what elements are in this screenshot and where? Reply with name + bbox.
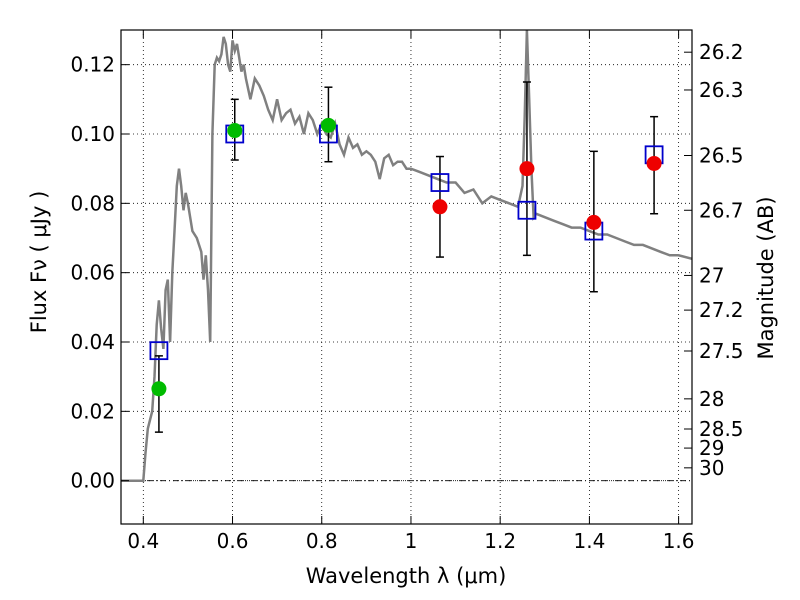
grid-lines <box>121 30 692 524</box>
mag-tick-label: 30 <box>699 456 724 480</box>
mag-tick-label: 26.5 <box>699 143 744 167</box>
mag-tick-label: 28.5 <box>699 417 744 441</box>
x-tick-label: 0.6 <box>217 529 249 553</box>
mag-tick-label: 27.5 <box>699 339 744 363</box>
model-photometry-square <box>517 200 537 220</box>
non-detection-point <box>519 161 535 177</box>
x-axis-title: Wavelength λ (μm) <box>306 564 507 588</box>
y-tick-label: 0.04 <box>70 330 115 354</box>
tick-labels: 0.4 0.6 0.8 1 1.2 1.4 1.6 0.00 0.02 0.04 0.06 0.08 0… <box>70 40 743 553</box>
y-tick-label: 0.12 <box>70 53 115 77</box>
non-detection-point <box>586 214 602 230</box>
mag-tick-label: 26.3 <box>699 78 744 102</box>
mag-tick-label: 26.2 <box>699 40 744 64</box>
detection-point <box>227 123 243 139</box>
x-tick-label: 1.2 <box>484 529 516 553</box>
mag-tick-label: 28 <box>699 387 724 411</box>
plot-frame <box>120 29 693 525</box>
axes <box>120 29 693 525</box>
x-tick-label: 0.4 <box>127 529 159 553</box>
mag-tick-label: 26.7 <box>699 198 744 222</box>
x-tick-label: 0.8 <box>306 529 338 553</box>
mag-tick-label: 27 <box>699 263 724 287</box>
model-spectrum-layer <box>121 30 692 482</box>
model-spectrum-line <box>121 30 692 482</box>
x-tick-label: 1 <box>405 529 418 553</box>
non-detection-point <box>646 155 662 171</box>
non-detection-point <box>432 199 448 215</box>
mag-tick-label: 29 <box>699 436 724 460</box>
x-tick-label: 1.6 <box>663 529 695 553</box>
detection-point <box>320 117 336 133</box>
data-points-layer <box>149 81 664 433</box>
detection-point <box>151 381 167 397</box>
right-y-axis-title: Magnitude (AB) <box>754 196 778 359</box>
y-tick-label: 0.10 <box>70 122 115 146</box>
model-photometry-square <box>430 173 450 192</box>
y-tick-label: 0.06 <box>70 261 115 285</box>
y-axis-title: Flux Fν ( μJy ) <box>27 191 51 334</box>
x-tick-label: 1.4 <box>573 529 605 553</box>
y-tick-label: 0.08 <box>70 191 115 215</box>
y-tick-label: 0.00 <box>70 469 115 493</box>
mag-tick-label: 27.2 <box>699 298 744 322</box>
y-tick-label: 0.02 <box>70 399 115 423</box>
model-photometry-square <box>149 341 169 361</box>
